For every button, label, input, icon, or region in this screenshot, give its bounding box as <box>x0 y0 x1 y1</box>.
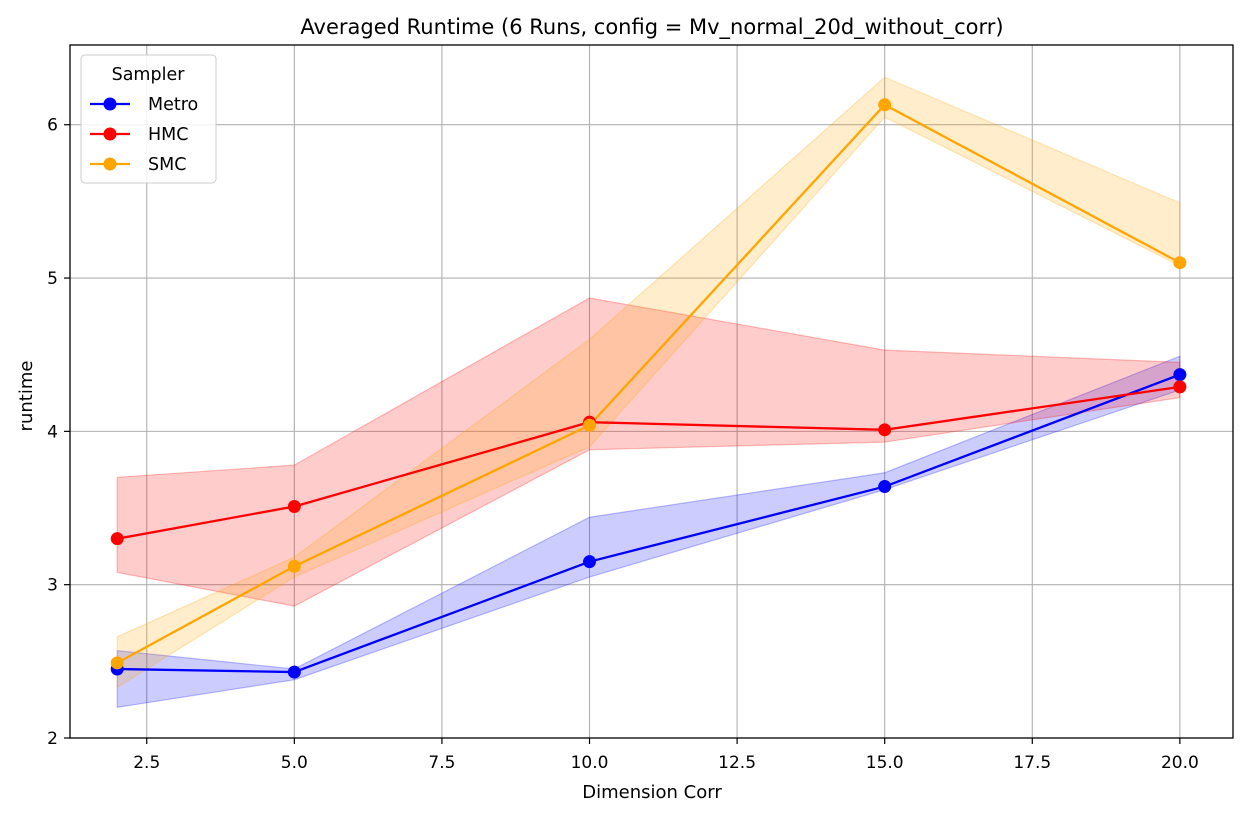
y-tick-label: 5 <box>47 269 58 289</box>
band-hmc <box>116 297 1181 607</box>
legend-marker-smc <box>103 157 117 171</box>
point-smc <box>1173 256 1187 270</box>
legend-marker-metro <box>103 97 117 111</box>
point-smc <box>583 418 597 432</box>
point-hmc <box>110 532 124 546</box>
legend-label-metro: Metro <box>148 95 198 115</box>
legend-marker-hmc <box>103 127 117 141</box>
point-hmc <box>1173 380 1187 394</box>
point-metro <box>1173 368 1187 382</box>
y-tick-label: 3 <box>47 576 58 596</box>
y-tick-label: 6 <box>47 116 58 136</box>
x-tick-label: 12.5 <box>718 753 756 773</box>
point-metro <box>287 665 301 679</box>
legend-title: Sampler <box>112 65 186 85</box>
x-tick-label: 7.5 <box>428 753 455 773</box>
plot-frame <box>69 44 1234 739</box>
legend-label-hmc: HMC <box>148 125 188 145</box>
point-hmc <box>287 499 301 513</box>
point-hmc <box>878 423 892 437</box>
point-smc <box>110 656 124 670</box>
legend-item-smc: SMC <box>90 155 186 175</box>
y-tick-label: 4 <box>47 422 58 442</box>
x-tick-label: 5.0 <box>281 753 308 773</box>
point-metro <box>878 480 892 494</box>
legend-item-metro: Metro <box>90 95 198 115</box>
x-tick-label: 15.0 <box>866 753 904 773</box>
chart-title: Averaged Runtime (6 Runs, config = Mv_no… <box>300 15 1003 40</box>
y-tick-label: 2 <box>47 729 58 749</box>
x-tick-label: 17.5 <box>1013 753 1051 773</box>
point-smc <box>287 559 301 573</box>
y-axis-ticks: 2 3 4 5 6 <box>47 116 70 749</box>
x-axis-label: Dimension Corr <box>582 782 722 803</box>
x-tick-label: 10.0 <box>571 753 609 773</box>
x-tick-label: 20.0 <box>1161 753 1199 773</box>
legend: Sampler Metro HMC SMC <box>80 54 217 184</box>
y-axis-label: runtime <box>16 361 37 432</box>
x-tick-label: 2.5 <box>133 753 160 773</box>
series-points <box>110 98 1187 679</box>
legend-item-hmc: HMC <box>90 125 188 145</box>
legend-label-smc: SMC <box>148 155 186 175</box>
legend-box <box>80 54 217 184</box>
confidence-bands <box>116 76 1181 709</box>
point-smc <box>878 98 892 112</box>
point-metro <box>583 555 597 569</box>
x-axis-ticks: 2.5 5.0 7.5 10.0 12.5 15.0 17.5 20.0 <box>133 738 1199 773</box>
